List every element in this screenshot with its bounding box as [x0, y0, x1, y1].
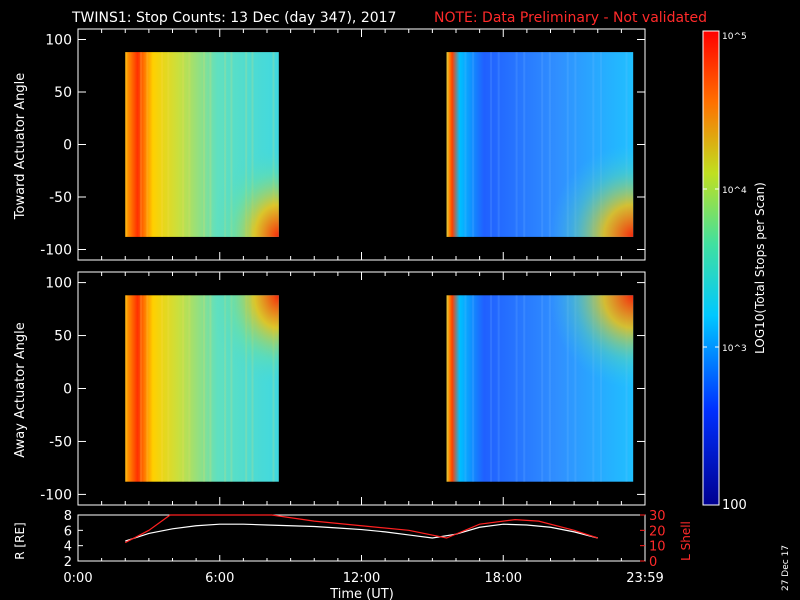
heatmap-streak	[161, 295, 164, 482]
heatmap-streak	[515, 52, 518, 237]
orbit-left-tick-label: 4	[64, 540, 72, 555]
heatmap-streak	[182, 295, 185, 482]
heatmap-hot-corner	[549, 144, 634, 237]
axes-layer: 100500-50-100100500-50-100246801020300:0…	[40, 29, 666, 586]
x-tick-label: 18:00	[485, 571, 522, 586]
heatmap-hot-corner	[209, 295, 279, 389]
y-tick-label: -100	[40, 243, 72, 259]
colorbar-tick-label: 10^4	[722, 186, 747, 196]
y-tick-label: -50	[49, 190, 72, 206]
heatmap-streak	[188, 295, 191, 482]
heatmap-streak	[161, 52, 164, 237]
x-tick-label: 0:00	[63, 571, 92, 586]
orbit-lines-layer	[124, 514, 598, 544]
orbit-left-tick-label: 8	[64, 509, 72, 524]
heatmap-streak	[203, 295, 206, 482]
heatmap-streak	[188, 52, 191, 237]
colorbar-tick-label: 10^5	[722, 32, 747, 42]
heatmap-streak	[464, 295, 467, 482]
heatmap-streak	[146, 295, 149, 482]
heatmap-streak	[523, 295, 526, 482]
heatmap-streak	[472, 295, 475, 482]
heatmap-streak	[167, 52, 170, 237]
x-axis-label: Time (UT)	[329, 587, 394, 600]
heatmap-streak	[541, 52, 544, 237]
heatmap-streak	[464, 52, 467, 237]
preliminary-note: NOTE: Data Preliminary - Not validated	[434, 10, 707, 26]
orbit-left-ylabel: R [RE]	[13, 522, 27, 559]
heatmap-streak	[472, 52, 475, 237]
heatmap-streak	[490, 295, 493, 482]
panel-2-ylabel: Away Actuator Angle	[13, 322, 28, 457]
y-tick-label: 100	[45, 33, 72, 49]
heatmap-streak	[541, 295, 544, 482]
colorbar-tick-label: 100	[722, 498, 747, 513]
heatmap-streak	[139, 52, 142, 237]
date-stamp: 27 Dec 17	[781, 545, 791, 591]
orbit-right-tick-label: 20	[649, 524, 666, 539]
heatmap-layer	[125, 52, 634, 482]
y-tick-label: 0	[63, 382, 72, 398]
colorbar	[702, 30, 720, 506]
heatmap-streak	[446, 295, 449, 482]
orbit-right-ylabel: L Shell	[679, 521, 693, 561]
y-tick-label: 50	[54, 329, 72, 345]
heatmap-streak	[146, 52, 149, 237]
orbit-right-tick-label: 0	[649, 555, 657, 570]
r-line	[125, 523, 598, 542]
y-tick-label: 0	[63, 138, 72, 154]
heatmap-streak	[497, 52, 500, 237]
y-tick-label: 50	[54, 85, 72, 101]
heatmap-streak	[446, 52, 449, 237]
heatmap-hot-corner	[549, 295, 634, 389]
heatmap-hot-corner	[209, 144, 279, 237]
heatmap-streak	[203, 52, 206, 237]
heatmap-streak	[182, 52, 185, 237]
colorbar-label: LOG10(Total Stops per Scan)	[753, 182, 767, 354]
colorbar-tick-label: 10^3	[722, 344, 747, 354]
heatmap-streak	[497, 295, 500, 482]
heatmap-streak	[125, 295, 128, 482]
lshell-line	[124, 514, 598, 544]
panel-1-ylabel: Toward Actuator Angle	[13, 73, 28, 220]
heatmap-streak	[523, 52, 526, 237]
orbit-left-tick-label: 2	[64, 555, 72, 570]
x-tick-label: 12:00	[343, 571, 380, 586]
y-tick-label: -50	[49, 434, 72, 450]
orbit-panel-frame	[77, 514, 646, 562]
colorbar-ticks: 100 10^3 10^4 10^5	[703, 30, 747, 513]
orbit-right-tick-label: 30	[649, 509, 666, 524]
heatmap-streak	[139, 295, 142, 482]
orbit-left-tick-label: 6	[64, 524, 72, 539]
y-tick-label: -100	[40, 487, 72, 503]
y-tick-label: 100	[45, 276, 72, 292]
heatmap-streak	[125, 52, 128, 237]
heatmap-streak	[515, 295, 518, 482]
heatmap-streak	[490, 52, 493, 237]
x-tick-label: 23:59	[626, 571, 663, 586]
x-tick-label: 6:00	[205, 571, 234, 586]
chart-title: TWINS1: Stop Counts: 13 Dec (day 347), 2…	[71, 10, 396, 26]
heatmap-streak	[167, 295, 170, 482]
orbit-right-tick-label: 10	[649, 540, 666, 555]
